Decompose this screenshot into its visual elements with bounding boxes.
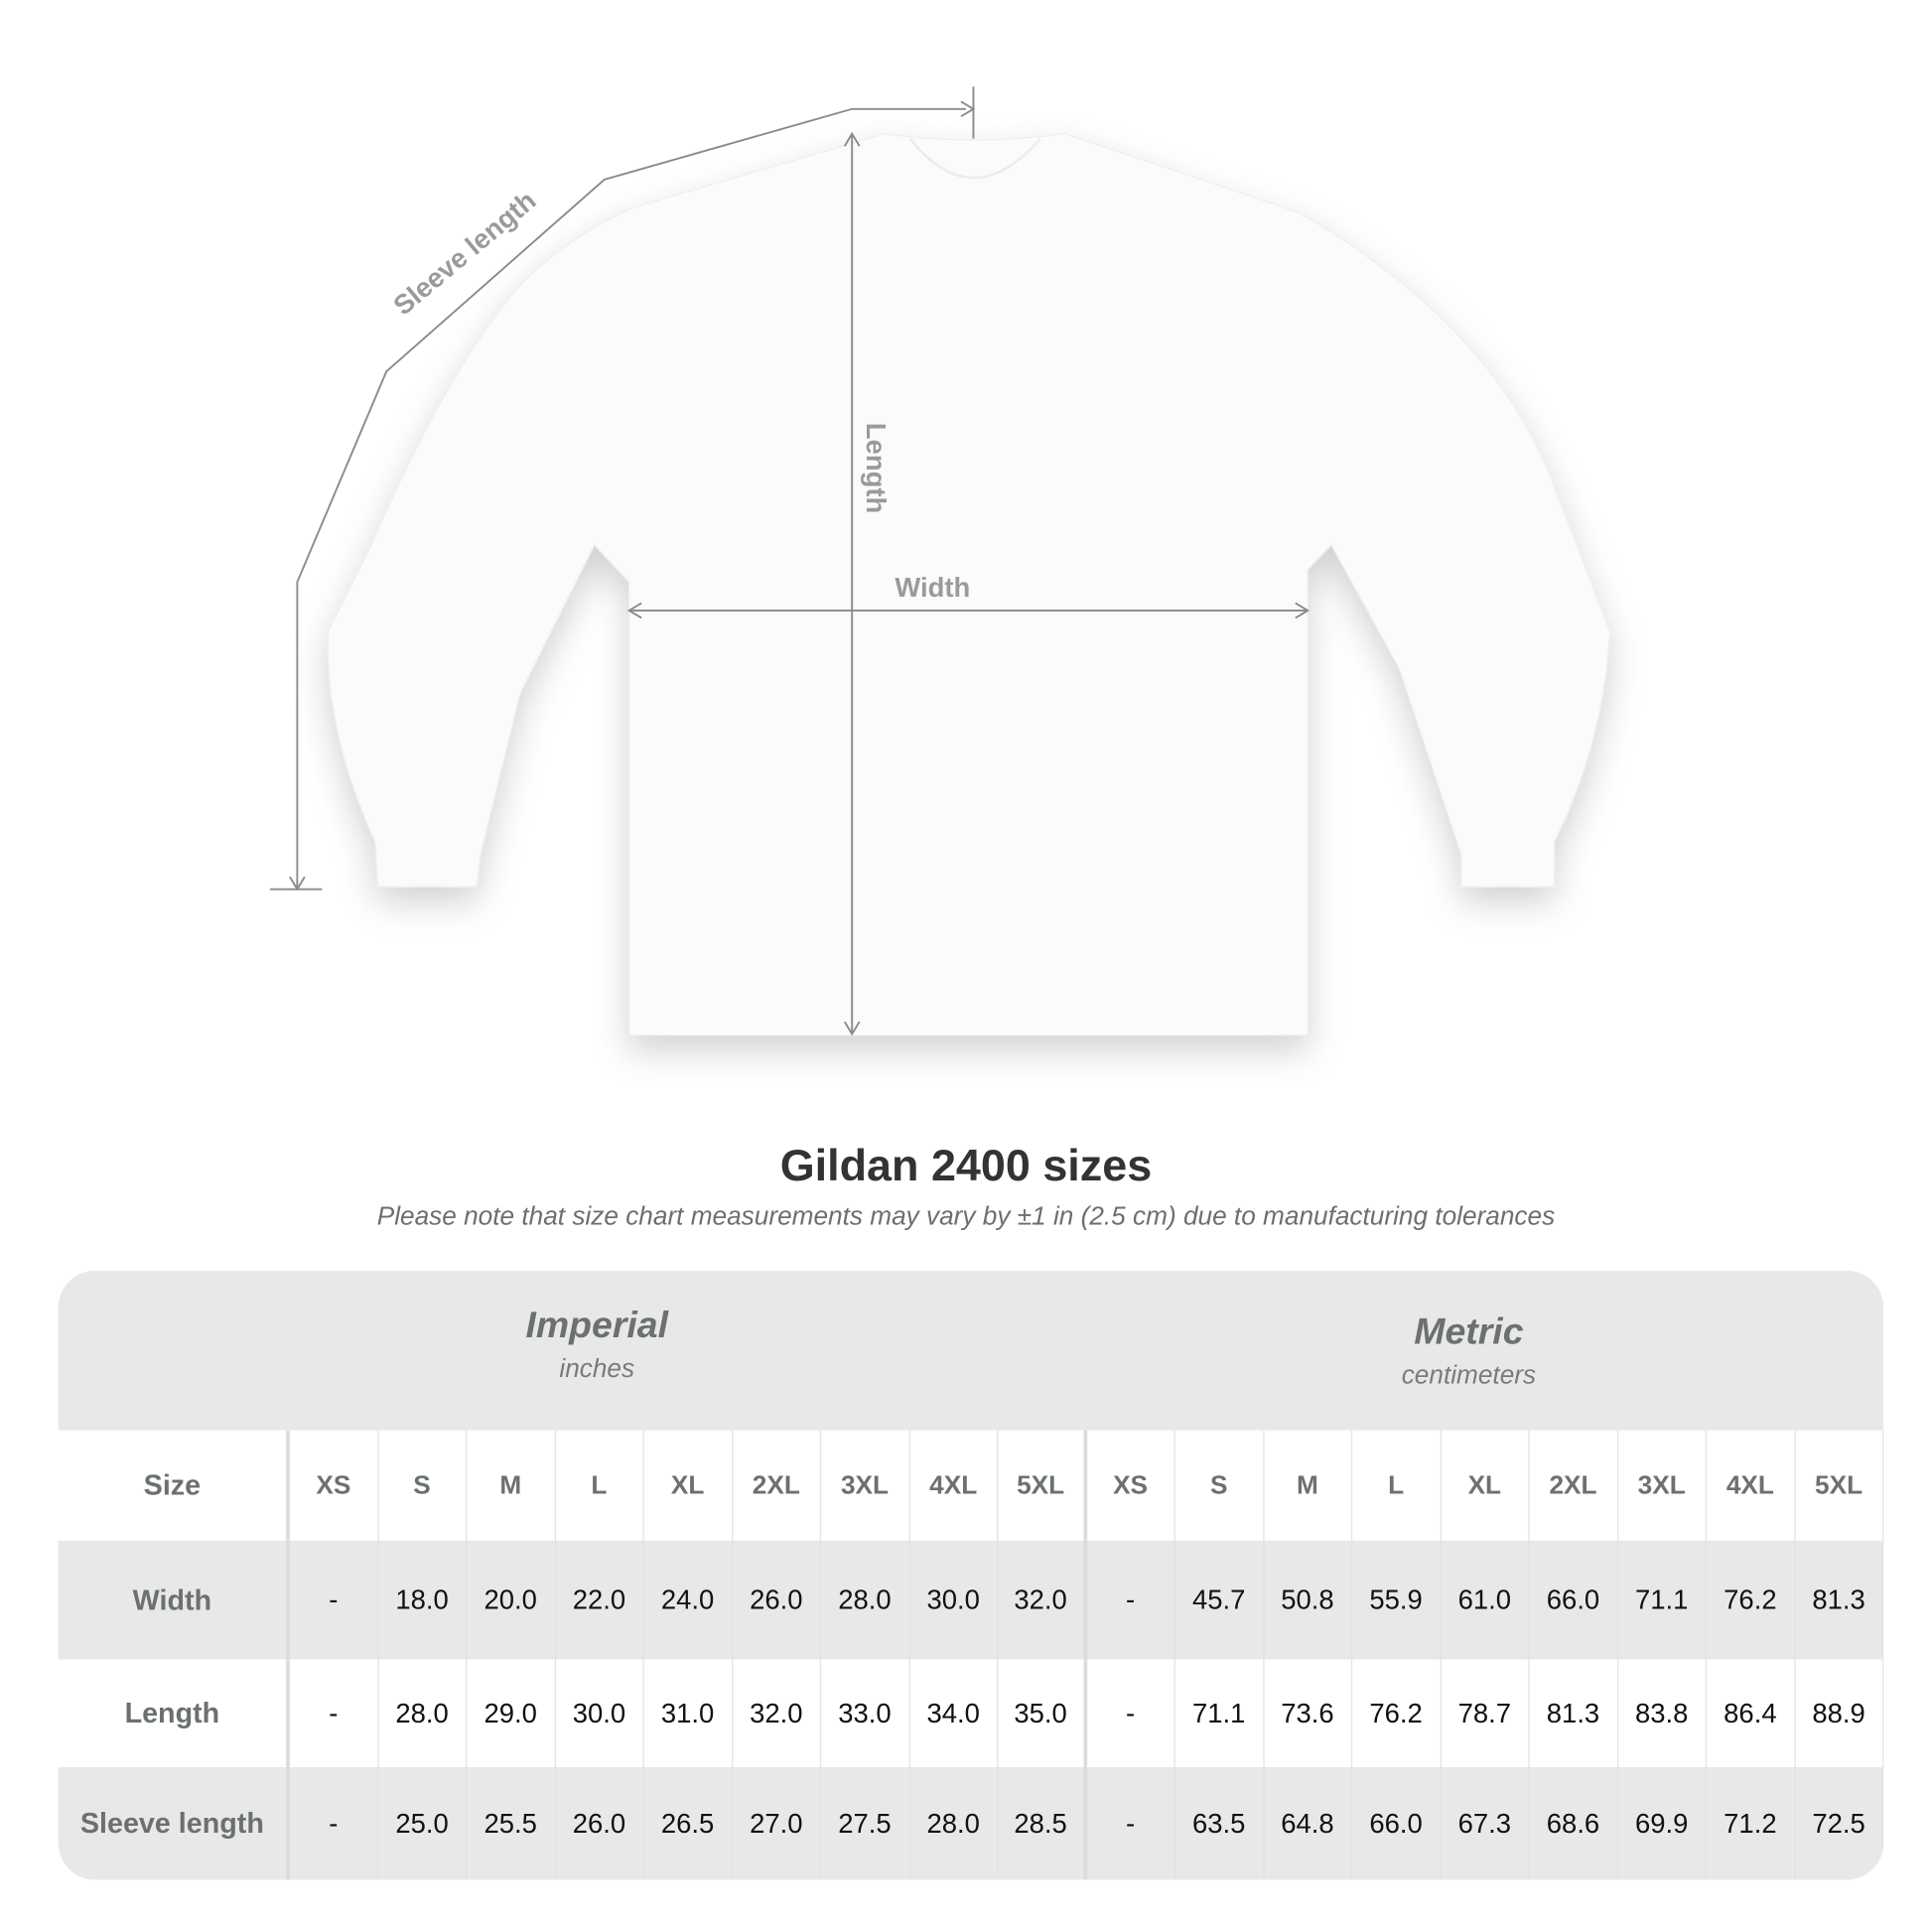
- size-header-cell: XS: [1087, 1430, 1175, 1541]
- shirt-illustration: [327, 133, 1611, 1036]
- size-header-label: Size: [59, 1430, 290, 1541]
- size-header-cell: 4XL: [1707, 1430, 1796, 1541]
- row-label: Width: [59, 1540, 290, 1660]
- size-header-cell: 5XL: [998, 1430, 1087, 1541]
- row-label: Sleeve length: [59, 1767, 290, 1880]
- metric-title: Metric: [1414, 1311, 1524, 1353]
- row-label: Length: [59, 1659, 290, 1768]
- imperial-header: Imperial inches: [349, 1306, 845, 1385]
- table-cell: 71.1: [1175, 1659, 1264, 1768]
- table-cell: 66.0: [1530, 1540, 1618, 1660]
- table-cell: 86.4: [1707, 1659, 1796, 1768]
- size-header-cell: XL: [1441, 1430, 1530, 1541]
- width-label: Width: [895, 572, 970, 603]
- table-cell: 32.0: [733, 1659, 822, 1768]
- table-cell: 64.8: [1264, 1767, 1353, 1880]
- page-title: Gildan 2400 sizes: [779, 1139, 1153, 1190]
- unit-header-band: [58, 1270, 1884, 1431]
- table-cell: 68.6: [1530, 1767, 1618, 1880]
- table-cell: 61.0: [1441, 1540, 1530, 1660]
- tolerance-note: Please note that size chart measurements…: [376, 1202, 1556, 1231]
- metric-header: Metric centimeters: [1221, 1311, 1717, 1391]
- table-cell: 30.0: [555, 1659, 644, 1768]
- table-cell: 25.0: [378, 1767, 468, 1880]
- sleeve-length-line: [296, 107, 966, 890]
- table-cell: 29.0: [467, 1659, 556, 1768]
- table-cell: 81.3: [1530, 1659, 1618, 1768]
- table-cell: -: [1087, 1659, 1175, 1768]
- table-cell: -: [290, 1540, 379, 1660]
- size-header-cell: M: [1264, 1430, 1353, 1541]
- table-cell: -: [290, 1659, 379, 1768]
- table-cell: 76.2: [1352, 1659, 1442, 1768]
- table-cell: 28.0: [821, 1540, 910, 1660]
- table-cell: 30.0: [909, 1540, 999, 1660]
- metric-unit: centimeters: [1401, 1360, 1537, 1390]
- size-header-cell: L: [555, 1430, 644, 1541]
- table-cell: 26.5: [644, 1767, 733, 1880]
- size-header-cell: 2XL: [1530, 1430, 1618, 1541]
- table-cell: 24.0: [644, 1540, 733, 1660]
- table-cell: 69.9: [1618, 1767, 1707, 1880]
- imperial-unit: inches: [559, 1354, 635, 1384]
- table-cell: 35.0: [998, 1659, 1087, 1768]
- table-cell: 31.0: [644, 1659, 733, 1768]
- size-table: Imperial inches Metric centimeters Size …: [58, 1270, 1884, 1880]
- imperial-title: Imperial: [525, 1305, 669, 1346]
- table-cell: -: [1087, 1540, 1175, 1660]
- table-row: Length -28.0 29.0 30.0 31.0 32.0 33.0 34.0 35.0-…: [58, 1659, 1884, 1768]
- table-cell: 55.9: [1352, 1540, 1442, 1660]
- collar-seam: [908, 137, 1041, 180]
- table-cell: 28.0: [378, 1659, 468, 1768]
- table-cell: 81.3: [1795, 1540, 1884, 1660]
- table-cell: 22.0: [555, 1540, 644, 1660]
- size-header-row: Size XS S M L XL 2XL 3XL 4XL 5XL XS S M L XL 2XL 3XL 4XL…: [58, 1430, 1884, 1541]
- size-header-cell: 3XL: [821, 1430, 910, 1541]
- table-cell: 28.5: [998, 1767, 1087, 1880]
- table-cell: 20.0: [467, 1540, 556, 1660]
- table-cell: 88.9: [1795, 1659, 1884, 1768]
- table-cell: -: [290, 1767, 379, 1880]
- size-header-cell: XS: [290, 1430, 379, 1541]
- table-row: Sleeve length -25.0 25.5 26.0 26.5 27.0 27.5 28…: [58, 1767, 1884, 1880]
- table-cell: 32.0: [998, 1540, 1087, 1660]
- table-cell: 72.5: [1795, 1767, 1884, 1880]
- size-header-cell: S: [1175, 1430, 1264, 1541]
- table-cell: 83.8: [1618, 1659, 1707, 1768]
- table-cell: 26.0: [555, 1767, 644, 1880]
- table-cell: 71.2: [1707, 1767, 1796, 1880]
- table-row: Width -18.0 20.0 22.0 24.0 26.0 28.0 30.0 32.0-4…: [58, 1540, 1884, 1660]
- size-header-cell: S: [378, 1430, 468, 1541]
- size-header-cell: XL: [644, 1430, 733, 1541]
- table-cell: 18.0: [378, 1540, 468, 1660]
- size-header-cell: 3XL: [1618, 1430, 1707, 1541]
- length-label: Length: [861, 423, 892, 513]
- table-cell: 71.1: [1618, 1540, 1707, 1660]
- table-cell: 34.0: [909, 1659, 999, 1768]
- table-cell: 33.0: [821, 1659, 910, 1768]
- table-cell: 28.0: [909, 1767, 999, 1880]
- size-header-cell: L: [1352, 1430, 1442, 1541]
- size-header-cell: 4XL: [909, 1430, 999, 1541]
- table-cell: 67.3: [1441, 1767, 1530, 1880]
- table-cell: 73.6: [1264, 1659, 1353, 1768]
- table-cell: 25.5: [467, 1767, 556, 1880]
- shirt-diagram: Sleeve length Length Width: [269, 86, 1611, 1036]
- size-header-cell: 5XL: [1795, 1430, 1884, 1541]
- table-cell: 78.7: [1441, 1659, 1530, 1768]
- measurement-lines: [269, 86, 1311, 1036]
- table-cell: 27.0: [733, 1767, 822, 1880]
- table-cell: -: [1087, 1767, 1175, 1880]
- size-header-cell: M: [467, 1430, 556, 1541]
- table-cell: 76.2: [1707, 1540, 1796, 1660]
- table-cell: 66.0: [1352, 1767, 1442, 1880]
- table-cell: 27.5: [821, 1767, 910, 1880]
- table-cell: 63.5: [1175, 1767, 1264, 1880]
- table-cell: 45.7: [1175, 1540, 1264, 1660]
- size-header-cell: 2XL: [733, 1430, 822, 1541]
- table-cell: 26.0: [733, 1540, 822, 1660]
- table-cell: 50.8: [1264, 1540, 1353, 1660]
